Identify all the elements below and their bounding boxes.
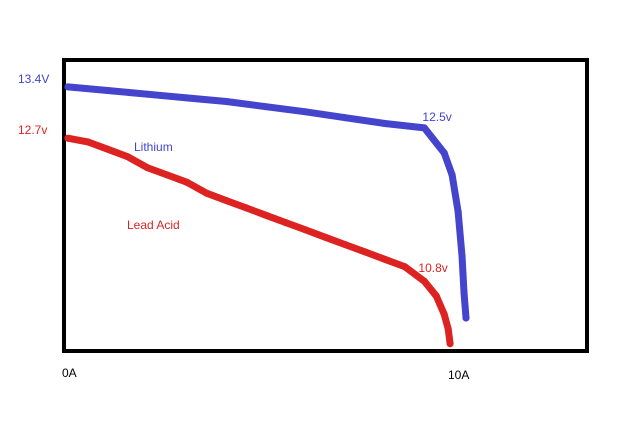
data-point xyxy=(84,138,92,146)
data-point xyxy=(446,340,454,348)
data-point xyxy=(183,178,191,186)
data-point xyxy=(104,145,112,153)
data-point xyxy=(64,134,72,142)
x-tick-label: 0A xyxy=(62,366,77,380)
data-label: 12.5v xyxy=(422,110,451,124)
data-point xyxy=(460,288,468,296)
x-tick-label: 10A xyxy=(448,368,469,382)
data-point xyxy=(381,120,389,127)
data-point xyxy=(123,153,131,161)
data-label: 10.8v xyxy=(418,261,447,275)
data-point xyxy=(440,149,448,157)
data-point xyxy=(163,171,171,179)
data-point xyxy=(420,277,428,285)
label-layer: Lithium 12.5v Lead Acid 10.8v 13.4V 12.7v xyxy=(18,72,452,275)
data-point xyxy=(183,94,191,102)
data-point xyxy=(242,204,250,212)
series-line xyxy=(64,134,454,348)
series-1 xyxy=(64,134,454,348)
series-name-label: Lithium xyxy=(134,140,173,154)
data-point xyxy=(262,211,270,219)
data-point xyxy=(444,325,452,333)
data-point xyxy=(302,226,310,234)
data-point xyxy=(381,255,389,263)
data-point xyxy=(462,314,470,322)
data-point xyxy=(222,98,230,105)
data-point xyxy=(203,189,211,197)
data-point xyxy=(432,292,440,300)
plot-frame xyxy=(62,58,589,353)
data-point xyxy=(458,252,466,260)
y-start-label: 12.7v xyxy=(18,123,47,137)
data-point xyxy=(222,197,230,205)
data-point xyxy=(401,263,409,271)
data-point xyxy=(64,83,72,91)
data-point xyxy=(262,103,270,111)
data-point xyxy=(104,87,112,94)
data-point xyxy=(361,248,369,256)
data-point xyxy=(454,208,462,216)
data-point xyxy=(143,164,151,172)
data-point xyxy=(302,108,310,116)
data-point xyxy=(143,90,151,98)
data-point xyxy=(440,310,448,318)
data-point xyxy=(321,233,329,241)
y-start-label: 13.4V xyxy=(18,72,49,86)
series-layer xyxy=(64,83,470,348)
data-point xyxy=(341,241,349,249)
series-0 xyxy=(64,83,470,322)
data-point xyxy=(282,219,290,227)
data-point xyxy=(341,114,349,122)
data-point xyxy=(448,171,456,179)
series-line xyxy=(64,83,470,322)
data-point xyxy=(420,124,428,132)
series-name-label: Lead Acid xyxy=(127,218,180,232)
